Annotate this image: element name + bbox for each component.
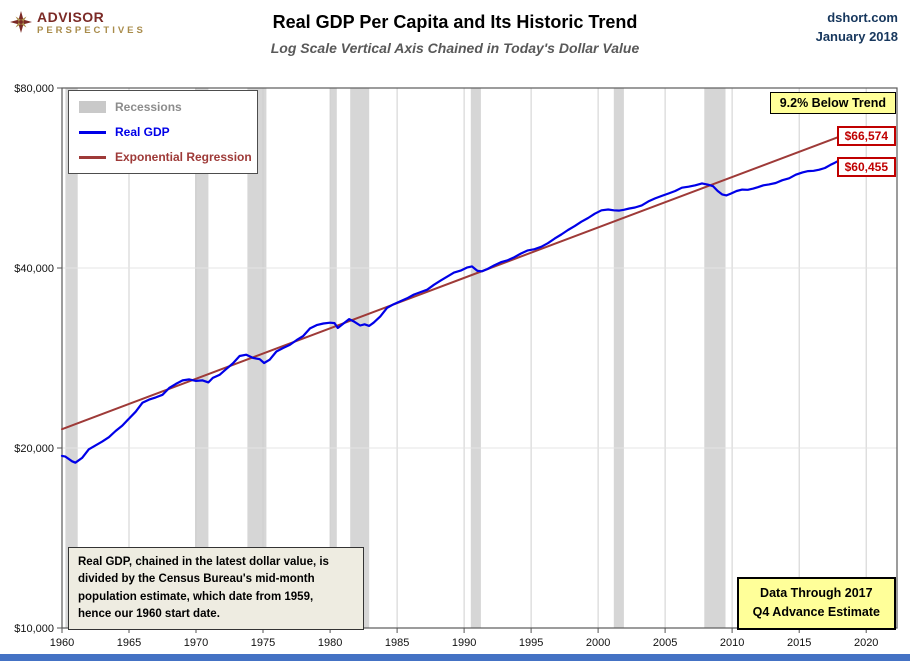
- regression-line-swatch: [79, 155, 106, 159]
- chart-subtitle: Log Scale Vertical Axis Chained in Today…: [270, 40, 640, 56]
- gdp-end-value-label: $60,455: [836, 157, 896, 177]
- svg-text:$20,000: $20,000: [14, 443, 54, 455]
- svg-text:1975: 1975: [251, 637, 275, 649]
- bottom-accent-bar: [0, 654, 910, 661]
- svg-text:2005: 2005: [653, 637, 677, 649]
- legend-item-exponential-regression: Exponential Regression: [79, 150, 252, 164]
- recession-band-swatch: [79, 101, 106, 113]
- source-site: dshort.com: [827, 10, 898, 25]
- svg-text:1970: 1970: [184, 637, 208, 649]
- legend-label: Recessions: [115, 100, 182, 114]
- legend-item-real-gdp: Real GDP: [79, 125, 247, 139]
- legend-label: Exponential Regression: [115, 150, 252, 164]
- chart-legend: Recessions Real GDP Exponential Regressi…: [68, 90, 258, 174]
- below-trend-badge: 9.2% Below Trend: [769, 92, 896, 114]
- svg-text:1980: 1980: [318, 637, 342, 649]
- advisor-perspectives-logo: ADVISOR PERSPECTIVES: [10, 10, 146, 36]
- svg-text:$80,000: $80,000: [14, 83, 54, 95]
- svg-text:2010: 2010: [720, 637, 744, 649]
- svg-text:1985: 1985: [385, 637, 409, 649]
- compass-rose-icon: [10, 11, 32, 33]
- chart-title: Real GDP Per Capita and Its Historic Tre…: [272, 12, 638, 32]
- svg-text:$10,000: $10,000: [14, 623, 54, 635]
- svg-text:1960: 1960: [50, 637, 74, 649]
- logo-advisor: ADVISOR: [37, 9, 105, 25]
- trend-end-value-label: $66,574: [836, 126, 896, 146]
- logo-text: ADVISOR PERSPECTIVES: [37, 10, 146, 36]
- legend-item-recessions: Recessions: [79, 100, 247, 114]
- logo-perspectives: PERSPECTIVES: [37, 24, 146, 36]
- source-attribution: dshort.com January 2018: [816, 9, 898, 47]
- svg-text:$40,000: $40,000: [14, 263, 54, 275]
- svg-text:2000: 2000: [586, 637, 610, 649]
- source-date: January 2018: [815, 28, 898, 44]
- svg-text:1995: 1995: [519, 637, 543, 649]
- svg-text:1990: 1990: [452, 637, 476, 649]
- methodology-note: Real GDP, chained in the latest dollar v…: [68, 547, 364, 630]
- data-through-badge: Data Through 2017 Q4 Advance Estimate: [736, 577, 896, 630]
- real-gdp-line-swatch: [79, 130, 106, 134]
- svg-text:2020: 2020: [854, 637, 878, 649]
- svg-text:1965: 1965: [117, 637, 141, 649]
- legend-label: Real GDP: [115, 125, 170, 139]
- svg-text:2015: 2015: [787, 637, 811, 649]
- chart-header: Real GDP Per Capita and Its Historic Tre…: [120, 12, 790, 56]
